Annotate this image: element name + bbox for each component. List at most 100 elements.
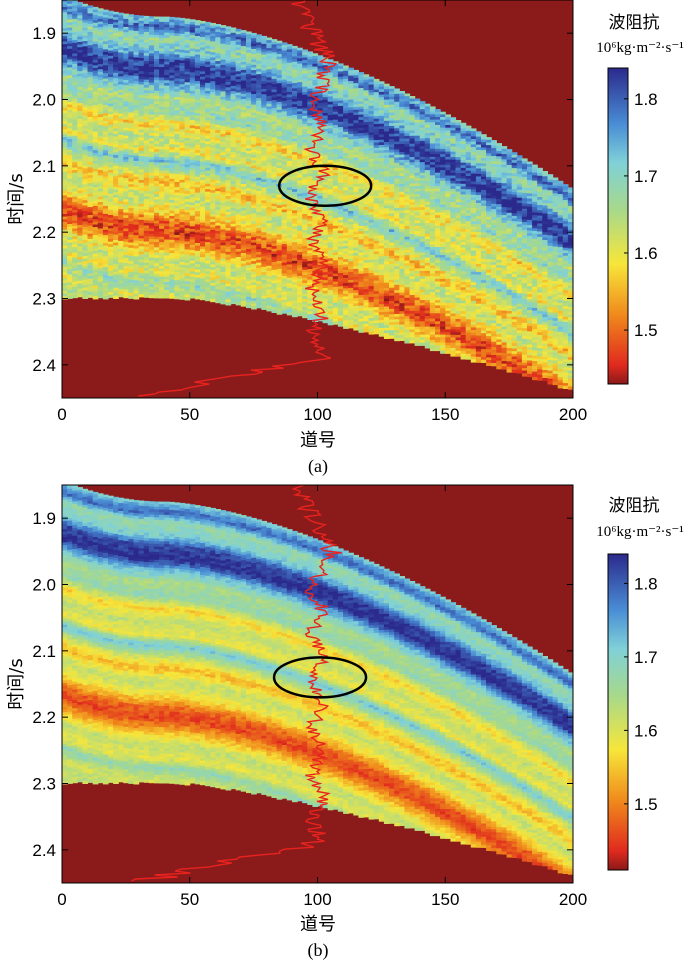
- impedance-cell: [62, 57, 68, 61]
- impedance-cell: [72, 209, 78, 214]
- impedance-cell: [97, 130, 104, 134]
- impedance-cell: [148, 209, 155, 214]
- impedance-cell: [148, 95, 155, 100]
- impedance-cell: [123, 77, 129, 81]
- impedance-cell: [113, 102, 119, 106]
- impedance-cell: [123, 106, 129, 110]
- impedance-cell: [77, 7, 83, 11]
- impedance-cell: [138, 227, 145, 232]
- impedance-cell: [102, 232, 109, 236]
- impedance-cell: [154, 287, 160, 291]
- impedance-cell: [113, 282, 119, 286]
- impedance-cell: [148, 286, 155, 291]
- impedance-cell: [77, 248, 83, 253]
- impedance-cell: [62, 155, 68, 159]
- impedance-cell: [118, 238, 124, 242]
- impedance-cell: [97, 289, 104, 293]
- impedance-cell: [62, 296, 68, 300]
- impedance-cell: [113, 173, 119, 177]
- impedance-cell: [118, 126, 124, 131]
- impedance-cell: [67, 242, 73, 246]
- impedance-cell: [97, 223, 104, 227]
- impedance-cell: [154, 183, 160, 187]
- impedance-cell: [159, 29, 165, 34]
- impedance-cell: [118, 68, 124, 72]
- impedance-cell: [62, 174, 68, 178]
- impedance-cell: [72, 143, 78, 147]
- impedance-cell: [97, 294, 104, 299]
- impedance-cell: [87, 154, 94, 158]
- impedance-cell: [128, 184, 135, 188]
- impedance-cell: [138, 50, 145, 54]
- impedance-cell: [261, 306, 267, 310]
- impedance-cell: [97, 16, 104, 20]
- impedance-cell: [108, 39, 114, 44]
- impedance-cell: [113, 17, 119, 21]
- impedance-cell: [87, 100, 94, 105]
- impedance-cell: [113, 232, 119, 236]
- impedance-cell: [108, 103, 114, 107]
- impedance-cell: [154, 146, 160, 150]
- impedance-cell: [123, 40, 129, 44]
- impedance-cell: [118, 92, 124, 96]
- impedance-cell: [108, 93, 114, 97]
- impedance-cell: [67, 197, 73, 201]
- impedance-cell: [143, 58, 150, 62]
- impedance-cell: [72, 263, 78, 267]
- impedance-cell: [118, 49, 124, 54]
- impedance-cell: [133, 227, 140, 231]
- impedance-cell: [138, 238, 145, 242]
- impedance-cell: [77, 254, 83, 258]
- impedance-cell: [92, 89, 99, 93]
- impedance-cell: [128, 234, 135, 238]
- impedance-cell: [118, 201, 124, 205]
- impedance-cell: [148, 252, 155, 256]
- impedance-cell: [123, 225, 129, 230]
- impedance-cell: [138, 92, 145, 96]
- impedance-cell: [72, 29, 78, 33]
- impedance-cell: [148, 172, 155, 177]
- impedance-cell: [87, 122, 94, 126]
- impedance-cell: [138, 26, 145, 30]
- impedance-cell: [82, 94, 89, 98]
- impedance-cell: [133, 129, 140, 133]
- impedance-cell: [62, 214, 68, 218]
- impedance-cell: [113, 250, 119, 254]
- impedance-cell: [154, 27, 160, 31]
- impedance-cell: [154, 45, 160, 49]
- impedance-cell: [102, 134, 109, 138]
- impedance-cell: [143, 26, 150, 30]
- impedance-cell: [118, 76, 124, 80]
- impedance-cell: [72, 151, 78, 155]
- impedance-cell: [67, 38, 73, 42]
- impedance-cell: [123, 61, 129, 65]
- impedance-cell: [82, 293, 89, 297]
- impedance-cell: [72, 164, 78, 169]
- impedance-cell: [118, 211, 124, 215]
- impedance-cell: [67, 253, 73, 257]
- impedance-cell: [143, 45, 150, 49]
- impedance-cell: [148, 281, 155, 285]
- impedance-cell: [113, 131, 119, 135]
- impedance-cell: [82, 285, 89, 289]
- impedance-cell: [82, 136, 89, 140]
- impedance-cell: [102, 221, 109, 226]
- impedance-cell: [62, 76, 68, 80]
- impedance-cell: [113, 38, 119, 42]
- impedance-cell: [148, 257, 155, 261]
- impedance-cell: [62, 105, 68, 109]
- impedance-cell: [87, 50, 94, 54]
- impedance-cell: [62, 123, 68, 128]
- impedance-cell: [72, 61, 78, 65]
- impedance-cell: [143, 212, 150, 216]
- impedance-cell: [82, 277, 89, 281]
- impedance-cell: [82, 70, 89, 74]
- impedance-cell: [87, 34, 94, 38]
- impedance-cell: [143, 114, 150, 118]
- impedance-cell: [133, 168, 140, 173]
- impedance-cell: [62, 195, 68, 199]
- impedance-cell: [62, 9, 68, 13]
- impedance-cell: [148, 24, 155, 28]
- impedance-cell: [108, 228, 114, 232]
- impedance-cell: [113, 54, 119, 58]
